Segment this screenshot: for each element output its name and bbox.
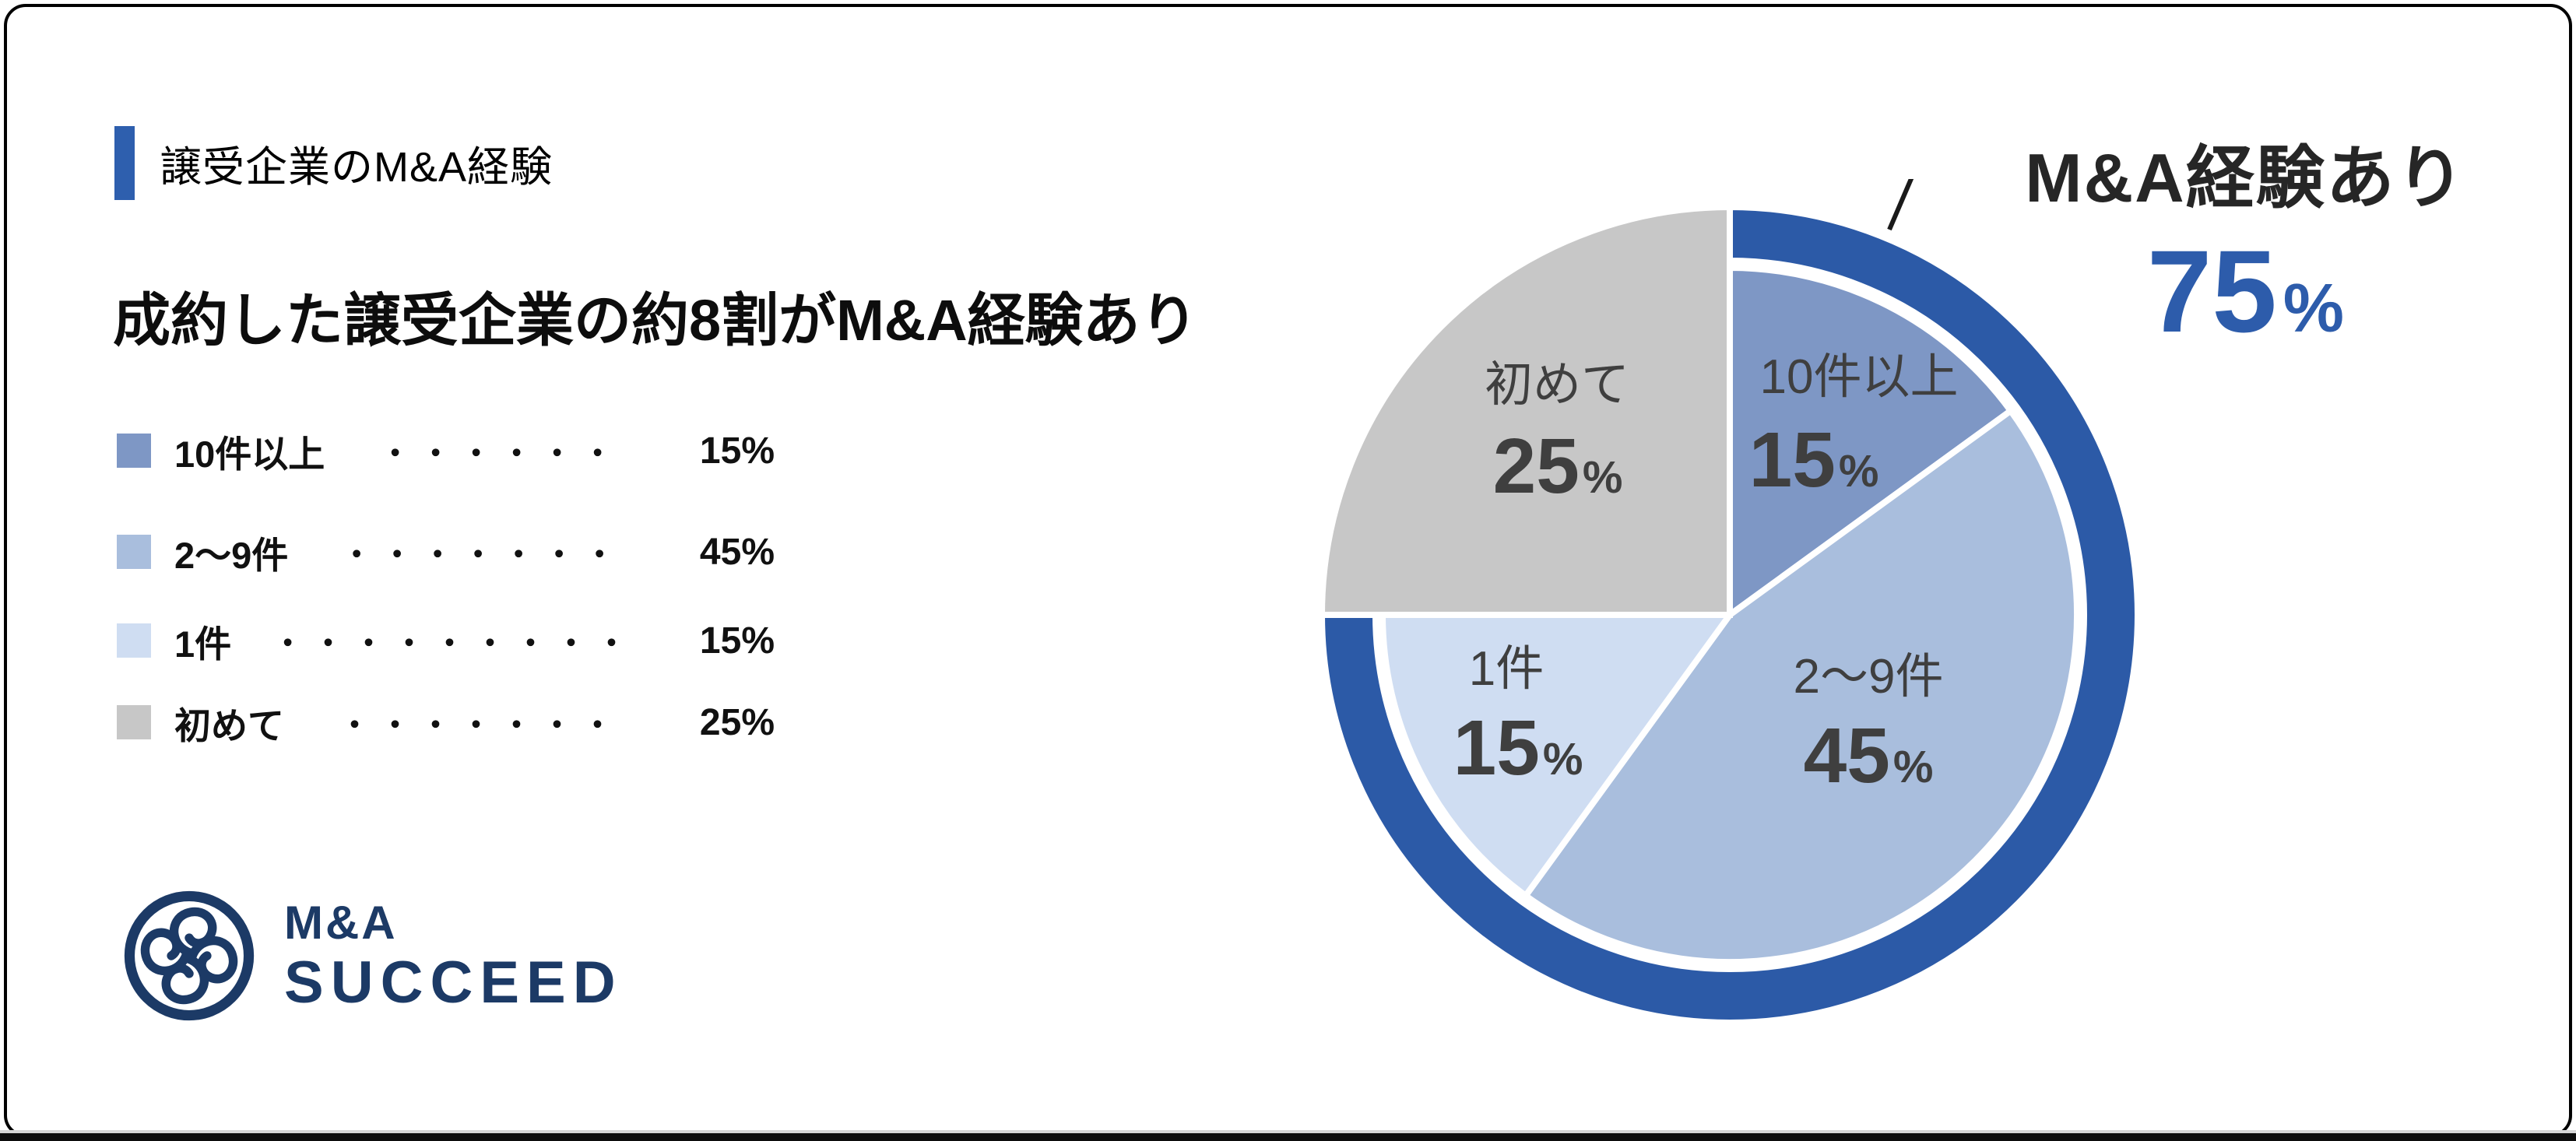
legend-item: 10件以上 ・・・・・・ 15% — [117, 430, 775, 475]
pie-slice-2〜9件 — [1521, 406, 2081, 966]
headline: 成約した譲受企業の約8割がM&A経験あり — [113, 288, 1198, 353]
pie-slice-1件 — [1379, 612, 1736, 901]
logo-wordmark: M&A SUCCEED — [284, 898, 623, 1014]
brand-logo: M&A SUCCEED — [121, 887, 623, 1024]
legend-value: 25% — [699, 701, 775, 743]
annotation-callout: M&A経験あり 75% — [2022, 123, 2469, 349]
legend-swatch — [117, 535, 151, 569]
legend-swatch — [117, 434, 151, 468]
legend-value: 15% — [699, 620, 775, 662]
legend-value: 15% — [699, 430, 775, 472]
pie-chart: 10件以上 15% 2〜9件 45% 1件 15% 初めて 25% — [1294, 179, 2166, 1051]
pie-label-value: 25% — [1493, 423, 1623, 510]
legend-dot-leader: ・・・・・・・・・ — [272, 627, 637, 661]
pie-label-value: 45% — [1804, 712, 1934, 799]
legend-label: 2〜9件 — [174, 534, 289, 576]
legend-value: 45% — [699, 531, 775, 573]
pie-slice-初めて — [1318, 203, 1733, 618]
legend-dot-leader: ・・・・・・・ — [341, 538, 625, 572]
legend-item: 2〜9件 ・・・・・・・ 45% — [117, 531, 775, 576]
legend-item: 1件 ・・・・・・・・・ 15% — [117, 620, 775, 665]
pie-label-name: 10件以上 — [1760, 350, 1959, 404]
legend-item: 初めて ・・・・・・・ 25% — [117, 701, 775, 746]
legend-label: 初めて — [174, 704, 284, 746]
accent-bar — [114, 126, 135, 200]
section-title: 譲受企業のM&A経験 — [160, 144, 554, 191]
pie-label-value: 15% — [1453, 704, 1583, 792]
callout-value: 75% — [2022, 233, 2469, 349]
pie-label-name: 1件 — [1469, 642, 1544, 696]
ring-ma-experience — [1318, 203, 2141, 1026]
legend-dot-leader: ・・・・・・・ — [339, 708, 623, 743]
legend-label: 10件以上 — [174, 433, 325, 475]
callout-title: M&A経験あり — [2025, 139, 2466, 216]
pie-chart-svg: 10件以上 15% 2〜9件 45% 1件 15% 初めて 25% — [1318, 179, 2141, 1026]
pie-label-value: 15% — [1749, 416, 1879, 504]
pie-slice-10件以上 — [1727, 264, 2015, 621]
callout-line — [1887, 179, 1914, 231]
callout-value-number: 75 — [2146, 226, 2277, 356]
pie-label-name: 初めて — [1485, 358, 1629, 412]
legend-label: 1件 — [174, 623, 232, 665]
legend-swatch — [117, 705, 151, 739]
knot-logo-icon — [124, 890, 255, 1021]
legend-swatch — [117, 623, 151, 658]
logo-text-ma: M&A — [284, 896, 398, 949]
logo-text-succeed: SUCCEED — [284, 949, 623, 1016]
pie-label-name: 2〜9件 — [1794, 650, 1944, 704]
bottom-edge-bar — [0, 1130, 2576, 1141]
section-header: 譲受企業のM&A経験 — [114, 126, 553, 200]
legend-dot-leader: ・・・・・・ — [379, 437, 623, 471]
callout-value-unit: % — [2283, 269, 2345, 346]
